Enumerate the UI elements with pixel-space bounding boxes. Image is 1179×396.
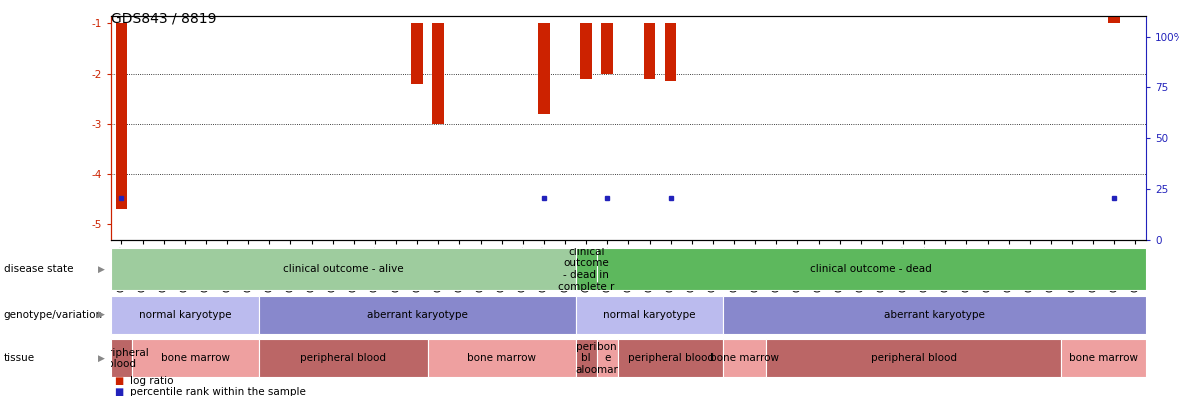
Bar bbox=[724, 296, 1146, 334]
Text: bone marrow: bone marrow bbox=[1069, 353, 1138, 364]
Bar bbox=[580, 23, 592, 79]
Text: genotype/variation: genotype/variation bbox=[4, 310, 103, 320]
Bar bbox=[538, 23, 549, 114]
Text: ▶: ▶ bbox=[98, 265, 105, 274]
Text: ■: ■ bbox=[114, 376, 124, 386]
Text: peripheral
blood: peripheral blood bbox=[94, 348, 149, 369]
Bar bbox=[433, 23, 444, 124]
Bar bbox=[601, 23, 613, 74]
Text: normal karyotype: normal karyotype bbox=[138, 310, 231, 320]
Text: normal karyotype: normal karyotype bbox=[604, 310, 696, 320]
Text: peripheral blood: peripheral blood bbox=[870, 353, 956, 364]
Text: bone marrow: bone marrow bbox=[160, 353, 230, 364]
Bar bbox=[575, 339, 597, 377]
Text: ▶: ▶ bbox=[98, 354, 105, 363]
Text: tissue: tissue bbox=[4, 353, 34, 364]
Text: ▶: ▶ bbox=[98, 310, 105, 319]
Bar bbox=[258, 339, 428, 377]
Text: peri
bl
aloo: peri bl aloo bbox=[575, 342, 598, 375]
Text: clinical outcome - dead: clinical outcome - dead bbox=[810, 264, 933, 274]
Text: bon
e
mar: bon e mar bbox=[597, 342, 618, 375]
Bar bbox=[258, 296, 575, 334]
Bar bbox=[765, 339, 1061, 377]
Bar bbox=[575, 296, 724, 334]
Bar bbox=[665, 23, 677, 81]
Bar bbox=[1108, 0, 1120, 23]
Text: bone marrow: bone marrow bbox=[710, 353, 779, 364]
Text: bone marrow: bone marrow bbox=[467, 353, 536, 364]
Bar bbox=[644, 23, 656, 79]
Text: clinical outcome - alive: clinical outcome - alive bbox=[283, 264, 403, 274]
Text: ■: ■ bbox=[114, 387, 124, 396]
Text: clinical
outcome
- dead in
complete r: clinical outcome - dead in complete r bbox=[558, 247, 614, 292]
Text: disease state: disease state bbox=[4, 264, 73, 274]
Bar bbox=[724, 339, 765, 377]
Text: log ratio: log ratio bbox=[130, 376, 173, 386]
Bar bbox=[111, 248, 575, 290]
Bar bbox=[411, 23, 423, 84]
Text: peripheral blood: peripheral blood bbox=[627, 353, 713, 364]
Text: aberrant karyotype: aberrant karyotype bbox=[367, 310, 468, 320]
Bar bbox=[111, 296, 258, 334]
Bar bbox=[597, 339, 618, 377]
Text: aberrant karyotype: aberrant karyotype bbox=[884, 310, 986, 320]
Bar bbox=[116, 23, 127, 209]
Text: peripheral blood: peripheral blood bbox=[301, 353, 387, 364]
Text: percentile rank within the sample: percentile rank within the sample bbox=[130, 387, 305, 396]
Bar bbox=[111, 339, 132, 377]
Bar bbox=[575, 248, 597, 290]
Bar bbox=[428, 339, 575, 377]
Bar bbox=[597, 248, 1146, 290]
Bar bbox=[132, 339, 258, 377]
Bar bbox=[618, 339, 724, 377]
Text: GDS843 / 8819: GDS843 / 8819 bbox=[111, 12, 216, 26]
Bar bbox=[1061, 339, 1146, 377]
